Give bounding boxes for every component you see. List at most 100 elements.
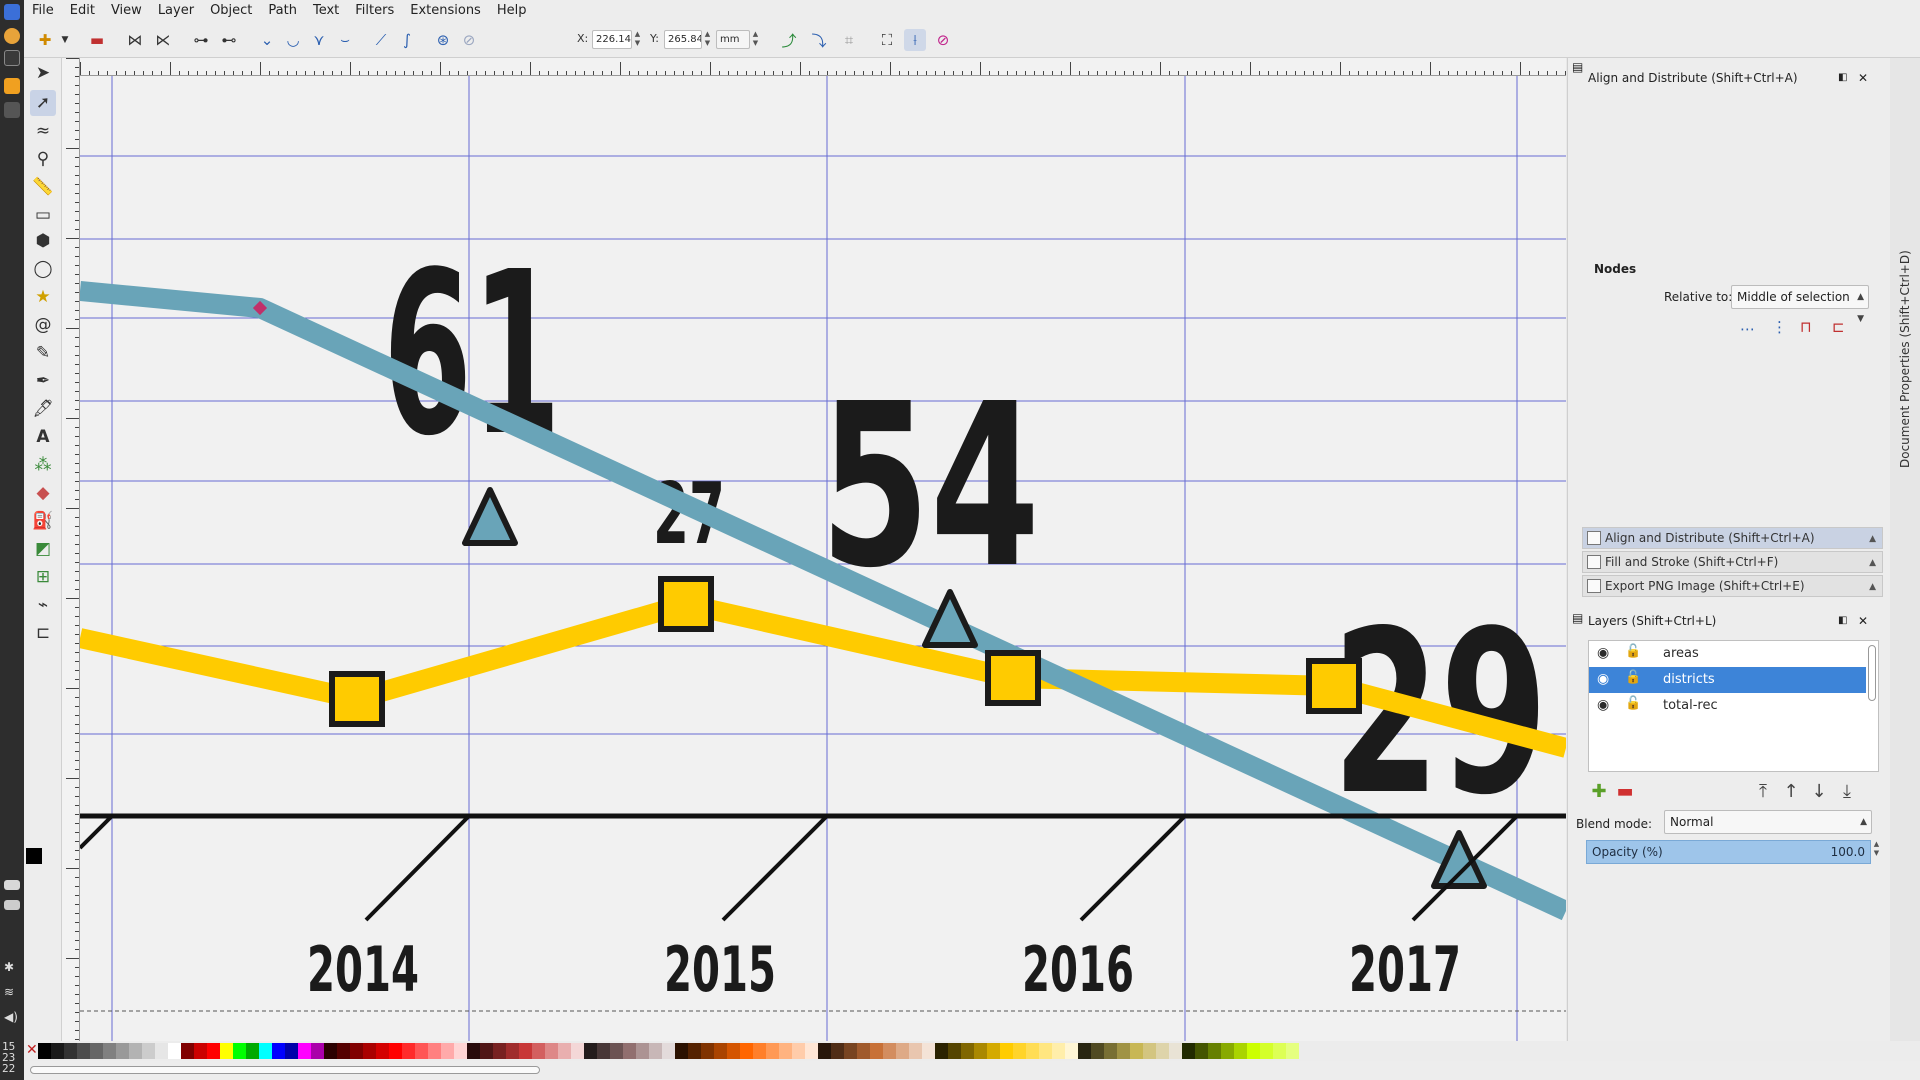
next-path-effect-icon[interactable]: ⤴: [781, 31, 797, 50]
palette-swatch[interactable]: [701, 1043, 714, 1059]
lock-icon[interactable]: 🔓: [1625, 644, 1642, 659]
opacity-slider[interactable]: Opacity (%) 100.0: [1586, 840, 1871, 864]
y-spin-icon[interactable]: ▲ ▼: [704, 30, 711, 47]
palette-swatch[interactable]: [246, 1043, 259, 1059]
paint-bucket-tool-icon[interactable]: ⛽: [32, 511, 54, 531]
palette-swatch[interactable]: [1195, 1043, 1208, 1059]
palette-swatch[interactable]: [233, 1043, 246, 1059]
palette-swatch[interactable]: [454, 1043, 467, 1059]
palette-swatch[interactable]: [779, 1043, 792, 1059]
show-handles-icon[interactable]: ⟊: [904, 29, 926, 51]
axis-tick[interactable]: [1411, 814, 1519, 922]
palette-swatch[interactable]: [142, 1043, 155, 1059]
palette-swatch[interactable]: [311, 1043, 324, 1059]
join-segment-icon[interactable]: ⊶: [193, 31, 209, 49]
palette-swatch[interactable]: [623, 1043, 636, 1059]
triangle-marker[interactable]: [462, 487, 518, 546]
visibility-eye-icon[interactable]: ◉: [1597, 671, 1610, 687]
palette-swatch[interactable]: [831, 1043, 844, 1059]
palette-swatch[interactable]: [961, 1043, 974, 1059]
palette-swatch[interactable]: [896, 1043, 909, 1059]
calligraphy-tool-icon[interactable]: 🖋: [32, 399, 54, 419]
zoom-tool-icon[interactable]: ⚲: [36, 149, 50, 169]
palette-swatch[interactable]: [181, 1043, 194, 1059]
palette-swatch[interactable]: [805, 1043, 818, 1059]
object-to-path-icon[interactable]: ⊛: [436, 31, 450, 49]
lower-to-bottom-icon[interactable]: ⤓: [1843, 780, 1851, 802]
palette-swatch[interactable]: [402, 1043, 415, 1059]
visibility-eye-icon[interactable]: ◉: [1597, 697, 1610, 713]
palette-swatch[interactable]: [857, 1043, 870, 1059]
palette-swatch[interactable]: [285, 1043, 298, 1059]
palette-swatch[interactable]: [64, 1043, 77, 1059]
palette-swatch[interactable]: [532, 1043, 545, 1059]
palette-swatch[interactable]: [194, 1043, 207, 1059]
palette-swatch[interactable]: [740, 1043, 753, 1059]
dropper-tool-icon[interactable]: ⌁: [37, 595, 49, 615]
inkscape-icon[interactable]: [4, 50, 20, 66]
delete-node-icon[interactable]: ▬: [89, 31, 105, 49]
insert-node-icon[interactable]: ✚: [38, 31, 52, 49]
menu-view[interactable]: View: [110, 2, 142, 18]
palette-swatch[interactable]: [1169, 1043, 1182, 1059]
palette-swatch[interactable]: [116, 1043, 129, 1059]
distribute-nodes-horizontal-icon[interactable]: ⊓: [1800, 318, 1812, 336]
browser-icon[interactable]: [4, 28, 20, 44]
palette-swatch[interactable]: [272, 1043, 285, 1059]
palette-swatch[interactable]: [1247, 1043, 1260, 1059]
raise-to-top-icon[interactable]: ⤒: [1759, 780, 1767, 802]
palette-swatch[interactable]: [220, 1043, 233, 1059]
insert-node-dropdown-icon[interactable]: ▼: [61, 35, 69, 45]
palette-swatch[interactable]: [688, 1043, 701, 1059]
layer-row-districts[interactable]: ◉ 🔓 districts: [1589, 667, 1866, 693]
palette-swatch[interactable]: [1000, 1043, 1013, 1059]
square-marker[interactable]: [658, 576, 714, 632]
horizontal-scrollbar[interactable]: [30, 1066, 540, 1074]
palette-swatch[interactable]: [103, 1043, 116, 1059]
layer-row-areas[interactable]: ◉ 🔓 areas: [1589, 641, 1866, 667]
selected-node-handle[interactable]: [252, 300, 268, 316]
triangle-marker[interactable]: [922, 589, 978, 648]
tweak-tool-icon[interactable]: ≈: [35, 121, 51, 141]
palette-swatch[interactable]: [1182, 1043, 1195, 1059]
star-tool-icon[interactable]: ★: [35, 287, 51, 307]
selector-tool-icon[interactable]: ➤: [35, 63, 51, 83]
drawing-canvas[interactable]: 61 54 29 27 201: [80, 76, 1566, 1041]
segment-curve-icon[interactable]: ∫: [403, 31, 411, 49]
palette-swatch[interactable]: [1273, 1043, 1286, 1059]
show-path-outline-icon[interactable]: ⊘: [936, 31, 950, 49]
smooth-node-icon[interactable]: ◡: [286, 31, 300, 49]
wifi-icon[interactable]: ≋: [4, 985, 15, 999]
palette-swatch[interactable]: [935, 1043, 948, 1059]
palette-swatch[interactable]: [1026, 1043, 1039, 1059]
palette-swatch[interactable]: [1143, 1043, 1156, 1059]
raise-layer-icon[interactable]: ↑: [1783, 780, 1799, 802]
palette-swatch[interactable]: [480, 1043, 493, 1059]
node-tool-icon[interactable]: ➚: [30, 90, 56, 116]
panel-close-icon[interactable]: ✕: [1858, 71, 1869, 85]
palette-swatch[interactable]: [727, 1043, 740, 1059]
3d-box-tool-icon[interactable]: ⬢: [35, 231, 51, 251]
big-number-61[interactable]: 61: [383, 224, 561, 486]
unit-select[interactable]: mm: [716, 30, 750, 49]
palette-swatch[interactable]: [636, 1043, 649, 1059]
join-nodes-icon[interactable]: ⋈: [127, 31, 143, 49]
palette-swatch[interactable]: [1117, 1043, 1130, 1059]
palette-swatch[interactable]: [207, 1043, 220, 1059]
blend-mode-select[interactable]: Normal ▲▼: [1664, 810, 1872, 849]
fill-indicator[interactable]: [26, 848, 42, 864]
layers-iconify-icon[interactable]: ◧: [1838, 615, 1848, 626]
horizontal-ruler[interactable]: [80, 58, 1566, 76]
layer-row-total-rec[interactable]: ◉ 🔓 total-rec: [1589, 693, 1866, 719]
menu-filters[interactable]: Filters: [355, 2, 395, 18]
dock-export-png[interactable]: Export PNG Image (Shift+Ctrl+E) ▲: [1582, 575, 1883, 597]
axis-tick[interactable]: [364, 814, 471, 922]
palette-swatch[interactable]: [129, 1043, 142, 1059]
menu-text[interactable]: Text: [312, 2, 340, 18]
palette-swatch[interactable]: [987, 1043, 1000, 1059]
ellipse-tool-icon[interactable]: ◯: [33, 259, 53, 279]
palette-swatch[interactable]: [1065, 1043, 1078, 1059]
palette-swatch[interactable]: [1208, 1043, 1221, 1059]
menu-object[interactable]: Object: [210, 2, 253, 18]
cusp-node-icon[interactable]: ⌄: [260, 31, 274, 49]
